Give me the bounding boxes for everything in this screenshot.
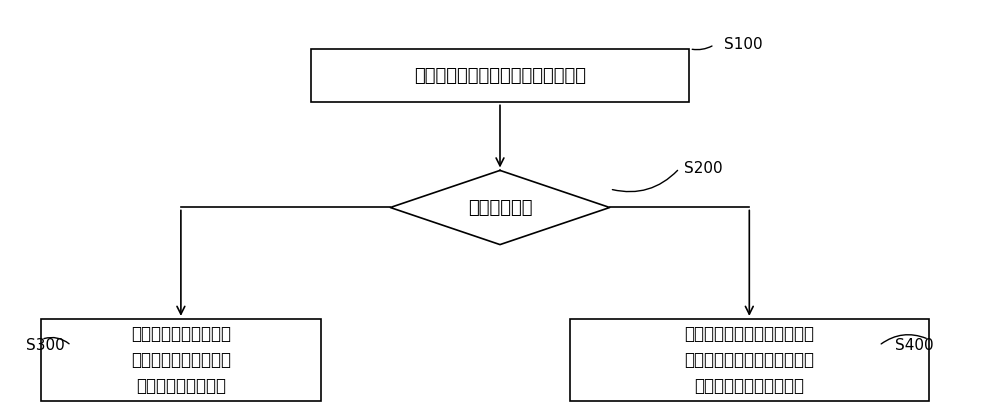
Text: 控制导风结构处于第一
预定状态，以使得新风
出口的出风吹向地面: 控制导风结构处于第一 预定状态，以使得新风 出口的出风吹向地面: [131, 325, 231, 395]
Text: S400: S400: [895, 338, 934, 353]
Text: S300: S300: [26, 338, 65, 353]
Text: 控制导风结构处于第二预定状
态，以使得新风出口的出风与
空气调节装置的出风交汇: 控制导风结构处于第二预定状 态，以使得新风出口的出风与 空气调节装置的出风交汇: [684, 325, 814, 395]
Text: S200: S200: [684, 161, 723, 176]
FancyBboxPatch shape: [570, 319, 929, 401]
Text: S100: S100: [724, 37, 763, 52]
FancyBboxPatch shape: [311, 49, 689, 103]
Text: 获取空调的送风区域的地面状态信息: 获取空调的送风区域的地面状态信息: [414, 66, 586, 85]
FancyBboxPatch shape: [41, 319, 320, 401]
Text: 地面是否有水: 地面是否有水: [468, 198, 532, 217]
